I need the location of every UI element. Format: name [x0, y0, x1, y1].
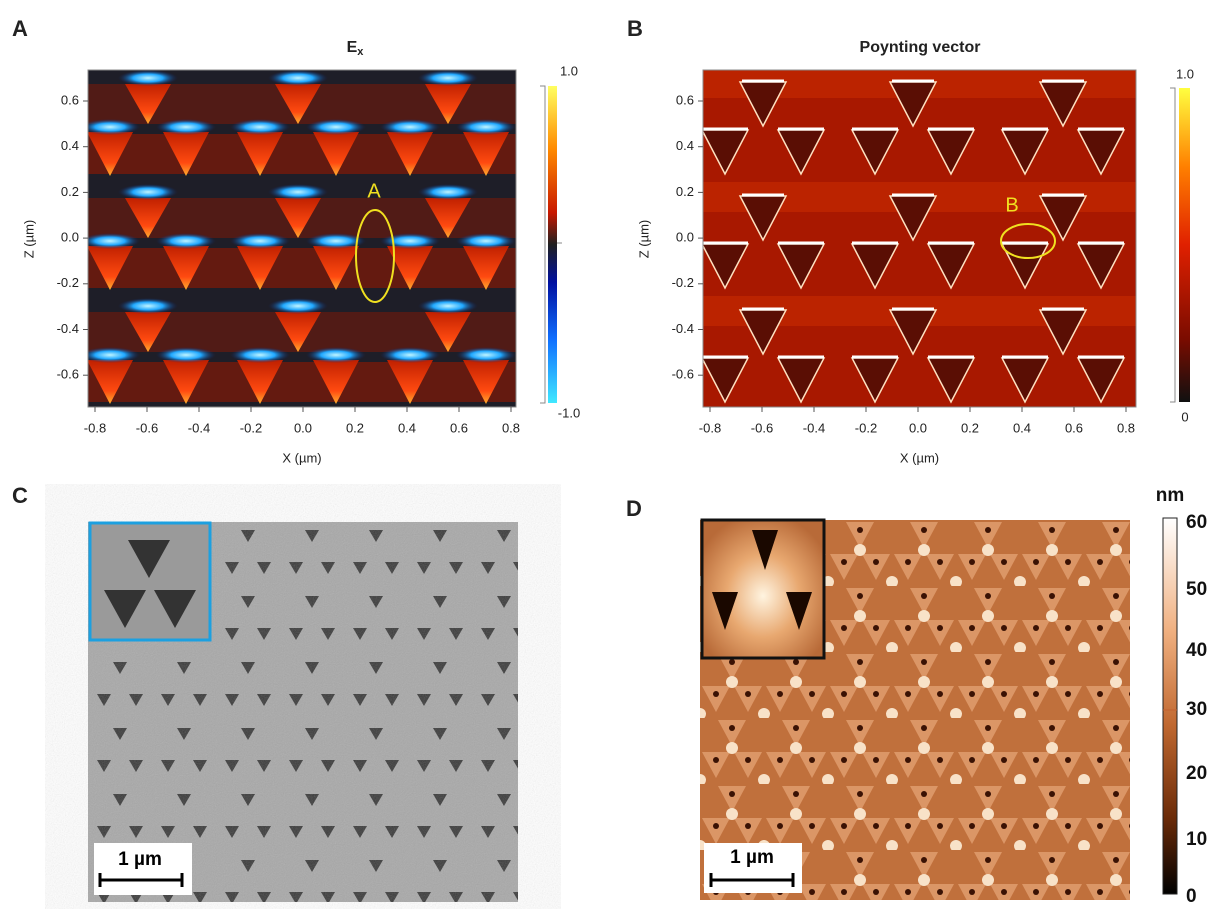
- x-tick-label: 0.8: [502, 420, 520, 435]
- y-tick-label: 0.4: [61, 138, 79, 153]
- x-tick-label: 0.4: [398, 420, 416, 435]
- colorbar-label: -1.0: [558, 405, 580, 420]
- panel-label: C: [12, 483, 28, 508]
- x-tick-label: -0.6: [751, 420, 773, 435]
- colorbar-frame: [1170, 88, 1175, 402]
- y-tick-label: 0.2: [676, 184, 694, 199]
- y-tick-label: -0.6: [57, 367, 79, 382]
- colorbar-label: 10: [1186, 829, 1207, 850]
- y-tick-label: 0.2: [61, 184, 79, 199]
- y-tick-label: -0.6: [672, 367, 694, 382]
- panel-label: D: [626, 496, 642, 521]
- scale-bar-label: 1 µm: [730, 847, 774, 868]
- x-tick-label: 0.2: [961, 420, 979, 435]
- inset: [90, 523, 210, 640]
- title-main: E: [347, 39, 358, 56]
- y-axis-label: Z (µm): [636, 220, 651, 259]
- field-map: [703, 70, 1136, 407]
- y-axis-label: Z (µm): [21, 220, 36, 259]
- panel-title: Poynting vector: [860, 39, 981, 56]
- x-axis-label: X (µm): [282, 450, 321, 465]
- x-tick-label: -0.2: [240, 420, 262, 435]
- colorbar-label: 0: [1186, 886, 1197, 907]
- scale-bar-label: 1 µm: [118, 849, 162, 870]
- colorbar-label: 0: [1181, 409, 1188, 424]
- annotation: B: [1005, 194, 1018, 216]
- panel-label: B: [627, 16, 643, 41]
- x-tick-label: -0.8: [699, 420, 721, 435]
- y-tick-label: 0.0: [676, 230, 694, 245]
- x-tick-label: 0.4: [1013, 420, 1031, 435]
- x-tick-label: 0.2: [346, 420, 364, 435]
- colorbar: [1179, 88, 1190, 402]
- x-tick-label: 0.8: [1117, 420, 1135, 435]
- y-tick-label: -0.2: [57, 275, 79, 290]
- x-tick-label: -0.6: [136, 420, 158, 435]
- colorbar-label: 1.0: [560, 63, 578, 78]
- y-tick-label: -0.4: [672, 321, 694, 336]
- colorbar: [1163, 518, 1177, 894]
- annotation: A: [367, 180, 381, 202]
- title-subscript: x: [357, 46, 364, 58]
- colorbar: [548, 86, 557, 403]
- panel-title: Ex: [347, 39, 365, 58]
- y-tick-label: -0.2: [672, 275, 694, 290]
- field-map: [88, 70, 516, 407]
- y-tick-label: 0.6: [61, 92, 79, 107]
- panel-label: A: [12, 16, 28, 41]
- x-tick-label: 0.6: [1065, 420, 1083, 435]
- x-tick-label: 0.0: [909, 420, 927, 435]
- y-tick-label: 0.6: [676, 92, 694, 107]
- x-tick-label: -0.2: [855, 420, 877, 435]
- x-tick-label: -0.4: [803, 420, 825, 435]
- x-tick-label: -0.8: [84, 420, 106, 435]
- colorbar-label: 20: [1186, 763, 1207, 784]
- colorbar-unit: nm: [1156, 485, 1185, 506]
- figure: A Ex A B Poynting vector B C 1 µm D 1 µm…: [0, 0, 1214, 909]
- colorbar-label: 40: [1186, 640, 1207, 661]
- x-tick-label: 0.0: [294, 420, 312, 435]
- inset: [702, 520, 824, 658]
- x-axis-label: X (µm): [900, 450, 939, 465]
- colorbar-label: 30: [1186, 699, 1207, 720]
- colorbar-label: 60: [1186, 512, 1207, 533]
- colorbar-label: 1.0: [1176, 66, 1194, 81]
- y-tick-label: 0.0: [61, 230, 79, 245]
- x-tick-label: -0.4: [188, 420, 210, 435]
- y-tick-label: -0.4: [57, 321, 79, 336]
- colorbar-label: 50: [1186, 579, 1207, 600]
- x-tick-label: 0.6: [450, 420, 468, 435]
- y-tick-label: 0.4: [676, 138, 694, 153]
